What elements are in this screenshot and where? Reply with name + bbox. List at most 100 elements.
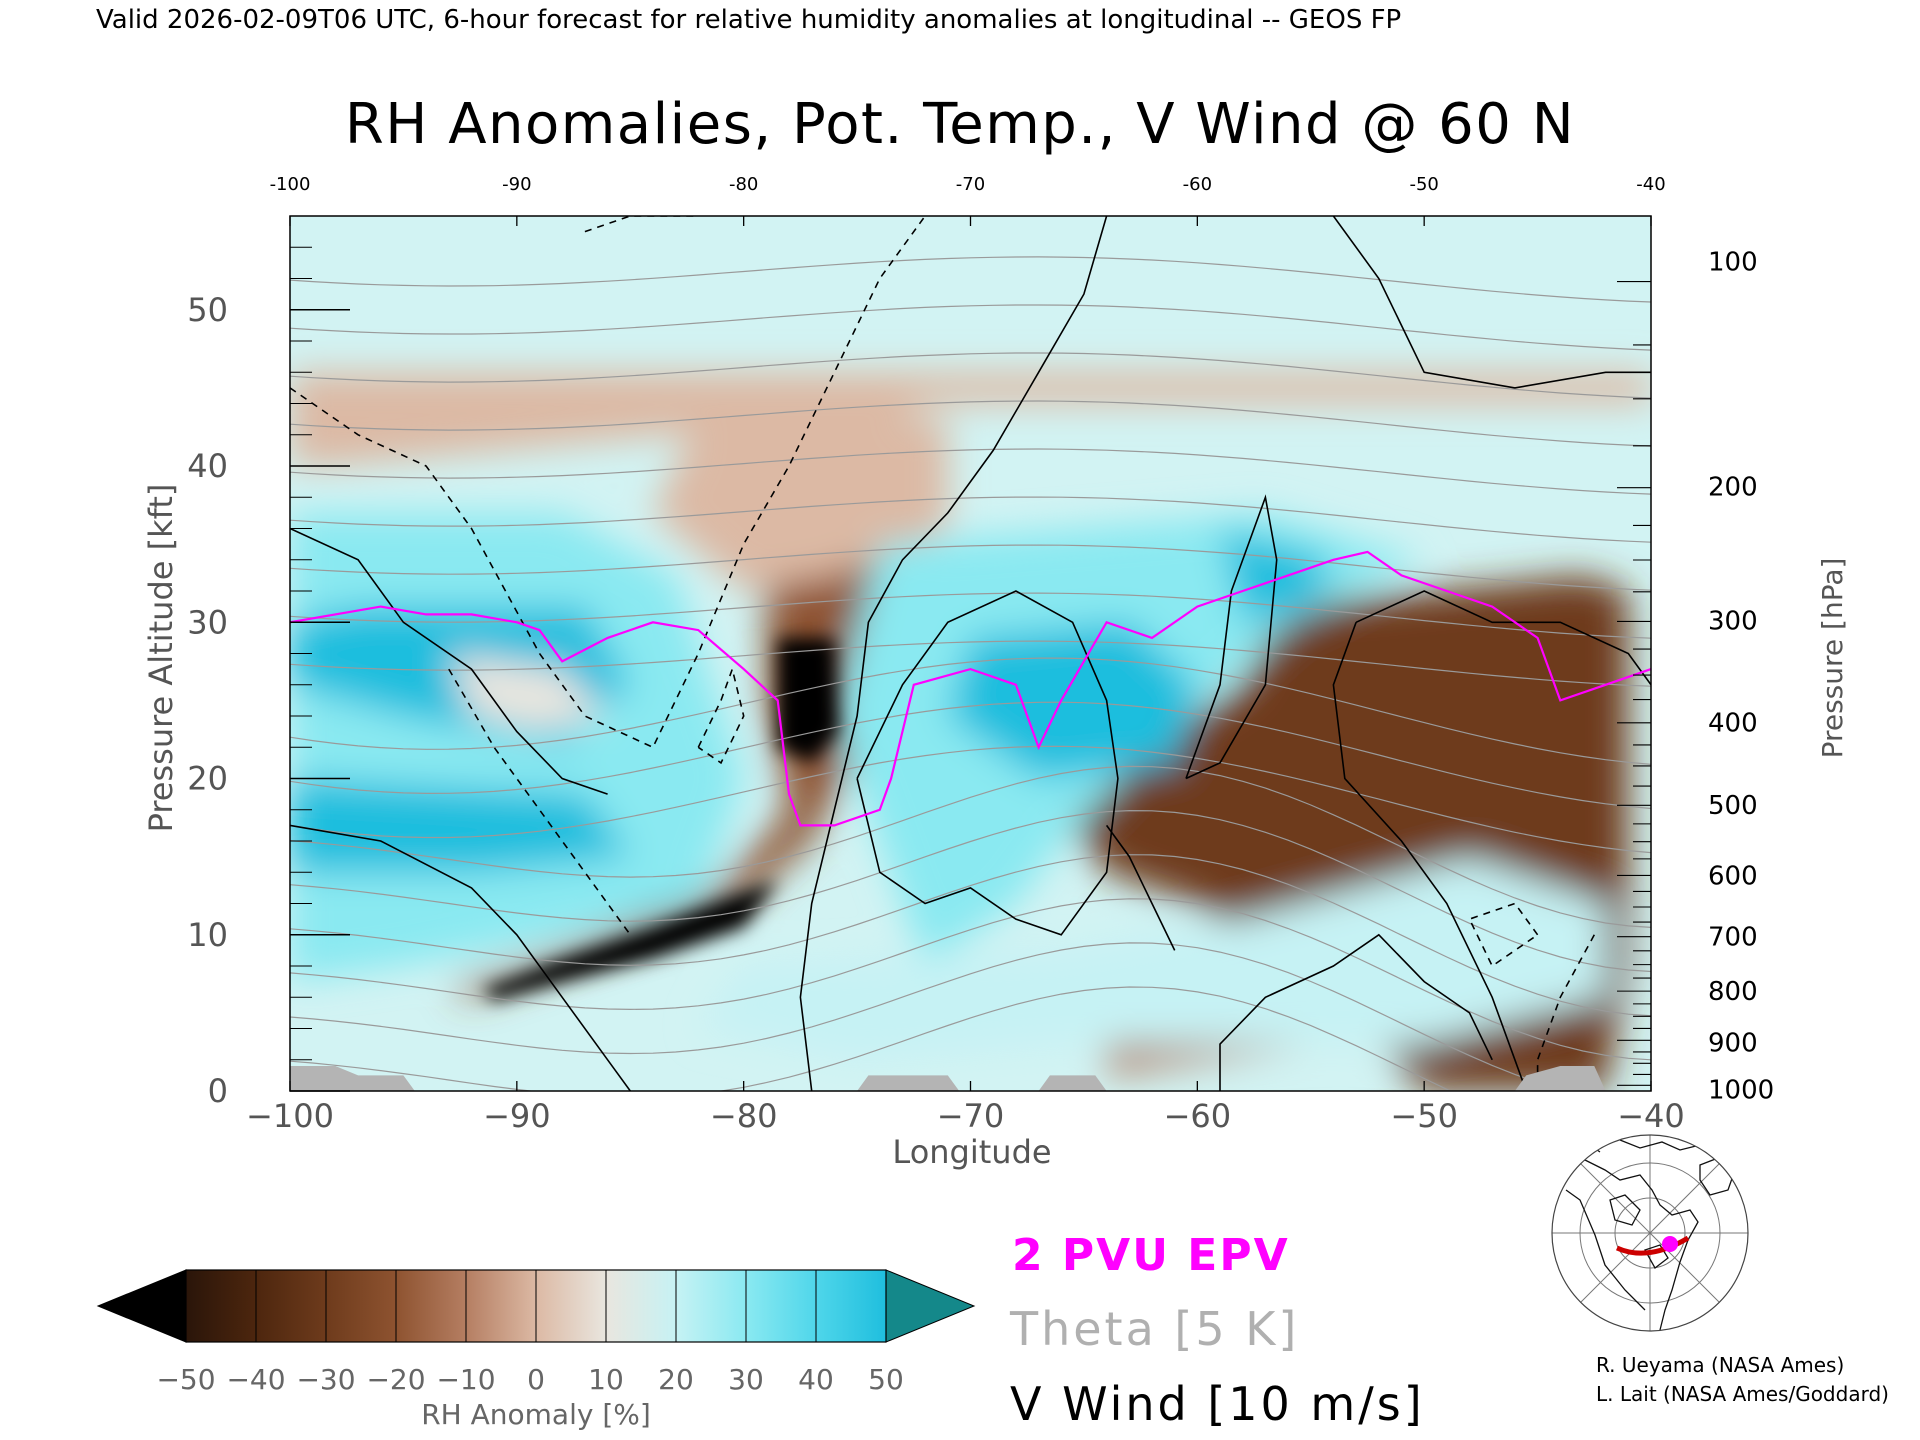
rh-region-14 [448,653,608,732]
y-tick-label: 50 [187,291,228,329]
theta-contour-410 [290,304,1651,351]
wind-contour-3 [856,590,1119,936]
rh-region-13 [1220,528,1334,623]
colorbar-tick-label: −30 [296,1363,355,1396]
legend: 2 PVU EPV Theta [5 K] V Wind [10 m/s] [1009,1230,1425,1431]
x-tick-label: −70 [937,1097,1005,1135]
colorbar-tick-label: 50 [868,1363,904,1396]
wind-contour-7 [1332,622,1527,1091]
rh-region-12 [947,622,1198,779]
pressure-tick-label: 200 [1708,472,1758,502]
wind-contour-4 [1185,494,1278,780]
pressure-tick-label: 100 [1708,247,1758,277]
legend-v-wind: V Wind [10 m/s] [1010,1377,1425,1431]
rh-core-1 [777,637,839,763]
wind-contour-12 [697,666,745,765]
wind-contour-5 [1332,216,1651,389]
theta-contour-290 [290,809,1651,973]
rh-region-4 [652,419,948,591]
page-header: Valid 2026-02-09T06 UTC, 6-hour forecast… [96,5,1401,35]
pressure-tick-label: 700 [1708,922,1758,952]
colorbar-segment [396,1270,467,1342]
y-tick-label: 10 [187,916,228,954]
theta-contours [290,256,1651,1091]
colorbar-tick-label: 20 [658,1363,694,1396]
pressure-tick-label: 900 [1708,1029,1758,1059]
epv-2pvu-line [290,550,1651,827]
pressure-tick-label: 1000 [1708,1075,1774,1105]
x-top-tick-label: -80 [729,174,758,195]
wind-contour-15 [1536,934,1596,1091]
x-tick-label: −60 [1164,1097,1232,1135]
colorbar-tick-label: 30 [728,1363,764,1396]
colorbar-tick-label: 0 [527,1363,545,1396]
pressure-tick-label: 600 [1708,861,1758,891]
wind-contours [290,216,1651,1091]
theta-contour-260 [290,942,1570,1091]
x-axis-ticks: −100 -100 −90 -90 −80 -80 −70 -70 −60 -60 −50 -50 −4… [246,174,1685,1135]
wind-contour-14 [1468,902,1539,968]
colorbar-segment [466,1270,537,1342]
colorbar-segment [256,1270,327,1342]
theta-contour-280 [290,854,1651,1017]
wind-contour-0 [290,527,608,795]
wind-contour-9 [1219,933,1493,1091]
theta-contour-270 [290,898,1651,1061]
colorbar-tick-label: 10 [588,1363,624,1396]
x-top-tick-label: -90 [502,174,531,195]
colorbar-high-arrow [885,1269,976,1343]
colorbar-segment [536,1270,607,1342]
y-axis-label: Pressure Altitude [kft] [142,484,180,833]
colorbar-frame [185,1269,887,1343]
x-tick-label: −90 [483,1097,551,1135]
x-axis-label: Longitude [892,1133,1051,1171]
colorbar-low-arrow [96,1269,187,1343]
pressure-ticks: 100 200 300 400 500 600 700 800 900 1000 [1617,247,1774,1105]
theta-contour-420 [290,256,1651,303]
colorbar-tick-label: −50 [156,1363,215,1396]
wind-contour-2 [799,216,1108,1091]
x-top-tick-label: -70 [956,174,985,195]
colorbar-tick-label: −20 [366,1363,425,1396]
colorbar-segment [676,1270,747,1342]
x-top-tick-label: -60 [1183,174,1212,195]
cross-section-track [1615,1235,1690,1256]
inset-map [1551,1134,1749,1332]
x-top-tick-label: -50 [1409,174,1438,195]
chart-title: RH Anomalies, Pot. Temp., V Wind @ 60 N [345,92,1575,157]
y-tick-label: 0 [208,1072,228,1110]
x-top-tick-label: -40 [1636,174,1665,195]
colorbar: −50 −40 −30 −20 −10 0 10 20 30 40 50 [96,1269,976,1396]
pressure-tick-label: 300 [1708,607,1758,637]
legend-theta: Theta [5 K] [1009,1302,1299,1356]
colorbar-segment [326,1270,397,1342]
wind-contour-10 [290,216,926,749]
colorbar-segment [816,1270,887,1342]
theta-contour-390 [290,400,1651,447]
y-tick-label: 40 [187,447,228,485]
surface-terrain [290,1066,1606,1091]
wind-contour-13 [584,216,699,233]
y-tick-label: 30 [187,603,228,641]
credit-ueyama: R. Ueyama (NASA Ames) [1596,1353,1844,1377]
pressure-tick-label: 400 [1708,708,1758,738]
wind-contour-1 [290,824,631,1091]
colorbar-segment [746,1270,817,1342]
y2-axis-label: Pressure [hPa] [1816,558,1849,759]
x-tick-label: −100 [246,1097,334,1135]
colorbar-tick-label: 40 [798,1363,834,1396]
y-axis-ticks: 0 10 20 30 40 50 [187,215,350,1110]
pressure-tick-label: 500 [1708,791,1758,821]
pressure-tick-label: 800 [1708,977,1758,1007]
theta-contour-360 [290,544,1651,591]
colorbar-segment [186,1270,257,1342]
rh-region-3 [290,372,1651,466]
y-tick-label: 20 [187,760,228,798]
location-marker [1662,1236,1678,1252]
theta-contour-310 [290,745,1651,854]
theta-contour-300 [290,765,1651,928]
colorbar-segment [606,1270,677,1342]
x-tick-label: −40 [1617,1097,1685,1135]
colorbar-label: RH Anomaly [%] [421,1398,651,1431]
